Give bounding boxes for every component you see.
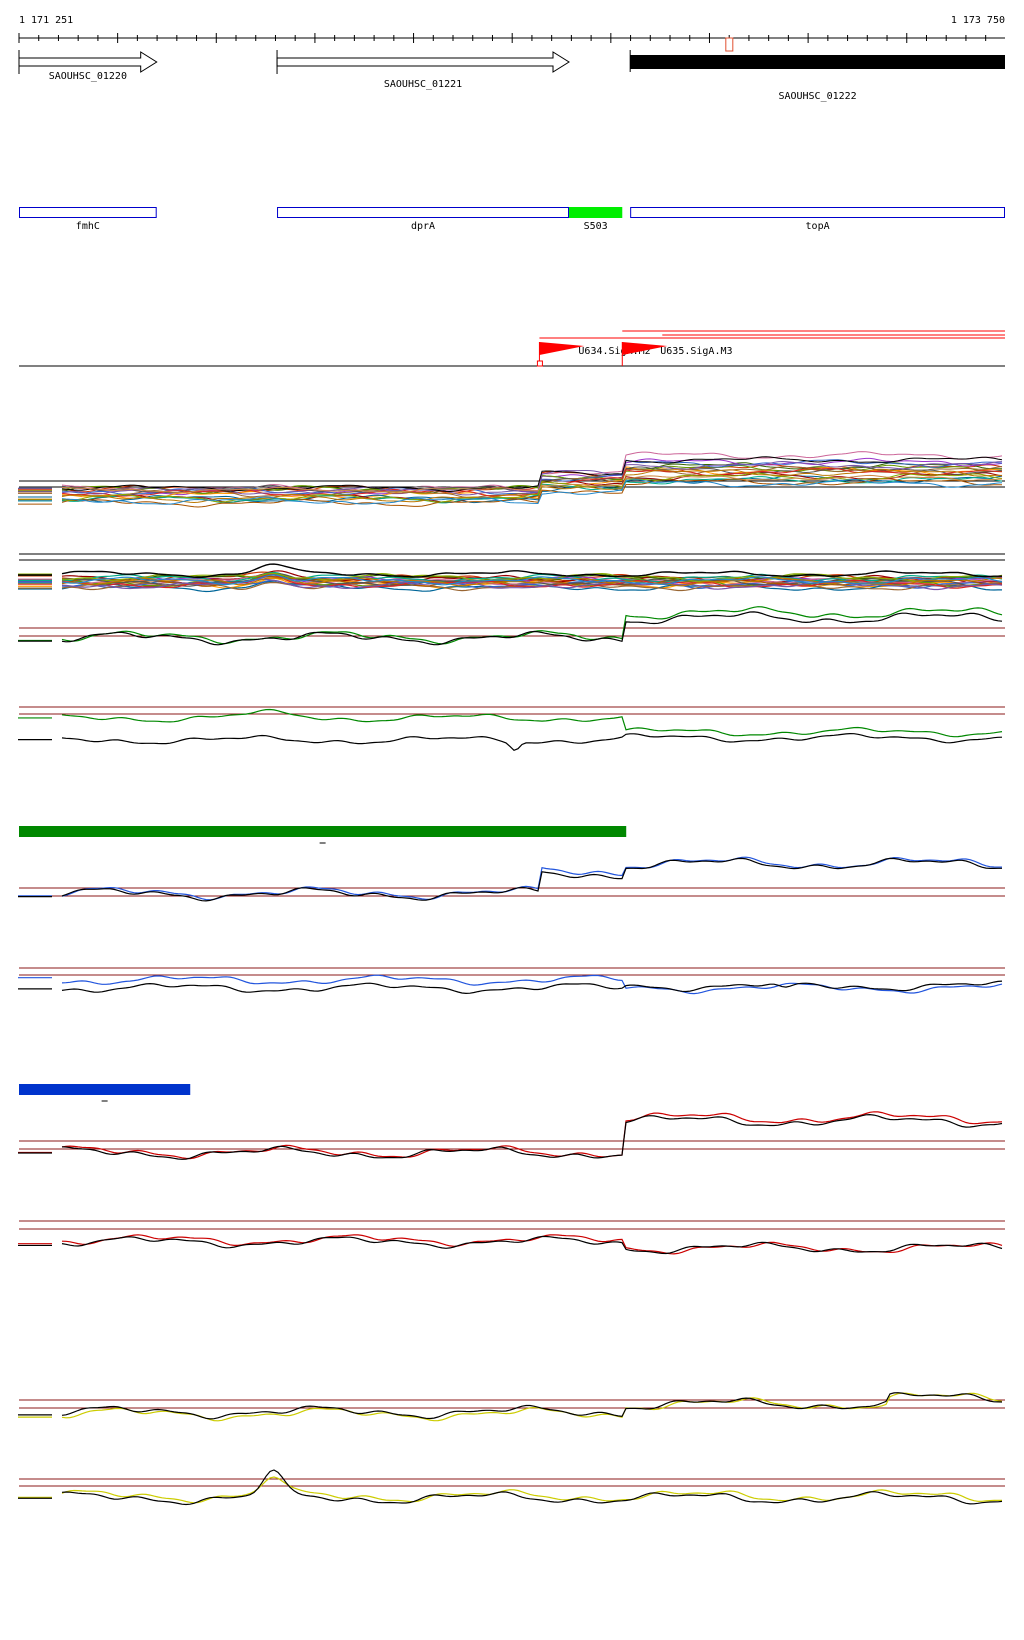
gene-arrow[interactable] xyxy=(276,51,570,73)
ruler-end-label: 1 173 750 xyxy=(951,15,1005,26)
expression-trace xyxy=(61,1235,1003,1255)
expression-trace xyxy=(61,478,1003,505)
expression-trace xyxy=(61,708,1003,738)
condition-bar[interactable] xyxy=(19,1084,191,1095)
expression-trace xyxy=(61,456,1003,493)
promoter-track: U634.SigA.M2 U635.SigA.M3 xyxy=(19,330,1005,367)
feature-label: dprA xyxy=(411,221,435,232)
promoter-label: U635.SigA.M3 xyxy=(660,346,732,357)
expression-trace xyxy=(61,1234,1003,1255)
promoter-marker xyxy=(536,360,543,367)
gene-label: SAOUHSC_01222 xyxy=(778,91,856,102)
feature-track: fmhC dprA S503 topA xyxy=(19,207,1005,232)
expression-trace xyxy=(61,1469,1003,1506)
expression-trace xyxy=(61,606,1003,645)
gene-arrow[interactable] xyxy=(18,51,158,73)
coordinate-ruler: 1 171 251 1 173 750 xyxy=(18,15,1005,43)
expression-trace xyxy=(61,1392,1003,1420)
condition-bars xyxy=(19,826,627,1102)
gene-label: SAOUHSC_01220 xyxy=(49,71,127,82)
expression-trace xyxy=(61,732,1003,752)
expression-trace xyxy=(61,472,1003,503)
expression-trace xyxy=(61,980,1003,995)
condition-bar[interactable] xyxy=(19,826,627,837)
promoter-flag[interactable] xyxy=(622,342,668,355)
feature-label: topA xyxy=(806,221,830,232)
feature-label: S503 xyxy=(584,221,608,232)
feature-box[interactable] xyxy=(630,207,1005,218)
expression-trace xyxy=(61,1113,1003,1160)
expression-trace xyxy=(61,611,1003,646)
promoter-flag[interactable] xyxy=(539,342,585,355)
feature-box[interactable] xyxy=(277,207,570,218)
promoter-label: U634.SigA.M2 xyxy=(578,346,650,357)
expression-trace xyxy=(61,478,1002,508)
expression-trace xyxy=(61,1111,1003,1160)
expression-trace xyxy=(61,974,1003,995)
expression-trace xyxy=(61,460,1003,496)
expression-profiles xyxy=(18,451,1005,1506)
ruler-start-label: 1 171 251 xyxy=(19,15,73,26)
feature-block[interactable] xyxy=(569,207,623,218)
gene-track: SAOUHSC_01220 SAOUHSC_01221 SAOUHSC_01222 xyxy=(18,37,1005,102)
feature-label: fmhC xyxy=(76,221,100,232)
expression-trace xyxy=(61,574,1003,586)
expression-trace xyxy=(61,563,1002,579)
expression-trace xyxy=(61,468,1002,504)
gene-label: SAOUHSC_01221 xyxy=(384,79,462,90)
gene-block[interactable] xyxy=(630,55,1005,69)
expression-trace xyxy=(61,857,1002,902)
expression-trace xyxy=(61,856,1002,901)
expression-trace xyxy=(61,474,1003,494)
feature-box[interactable] xyxy=(19,207,157,218)
gene-marker xyxy=(725,37,734,52)
